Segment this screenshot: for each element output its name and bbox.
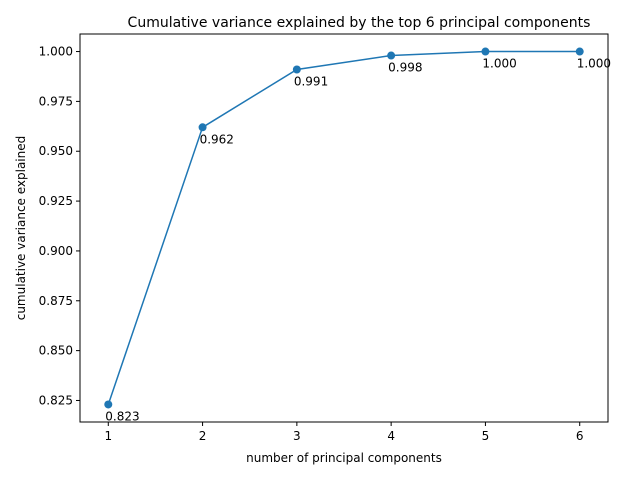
series-line: [107, 50, 580, 405]
data-label: 0.991: [294, 74, 328, 88]
y-tick-label: 1.000: [39, 45, 73, 59]
x-tick-label: 3: [293, 429, 301, 443]
y-tick-label: 0.900: [39, 244, 73, 258]
data-point: [104, 400, 113, 409]
data-label: 1.000: [577, 57, 611, 71]
data-label: 0.823: [105, 409, 139, 423]
data-label: 0.998: [388, 61, 422, 75]
y-tick-label: 0.950: [39, 144, 73, 158]
y-tick-label: 0.825: [39, 393, 73, 407]
x-tick-label: 4: [387, 429, 395, 443]
x-tick-label: 6: [576, 429, 584, 443]
data-label: 0.962: [200, 132, 234, 146]
y-tick-label: 0.975: [39, 94, 73, 108]
y-tick-label: 0.850: [39, 344, 73, 358]
x-tick-label: 2: [199, 429, 207, 443]
data-point: [198, 123, 207, 132]
y-axis-label: cumulative variance explained: [14, 136, 28, 321]
x-tick-label: 5: [482, 429, 490, 443]
y-axis: 0.825 0.850 0.875 0.900 0.925 0.950 0.975 1.000: [39, 45, 80, 407]
data-point: [575, 47, 584, 56]
x-tick-label: 1: [104, 429, 112, 443]
axes-frame: [79, 33, 609, 423]
x-axis-label: number of principal components: [246, 451, 442, 465]
x-axis: 1 2 3 4 5 6: [104, 422, 584, 443]
y-tick-label: 0.925: [39, 194, 73, 208]
data-point: [292, 65, 301, 74]
data-label: 1.000: [482, 57, 516, 71]
data-point: [481, 47, 490, 56]
y-tick-label: 0.875: [39, 294, 73, 308]
chart-title: Cumulative variance explained by the top…: [128, 15, 591, 31]
data-point: [387, 51, 396, 60]
plot-area: 0.823 0.962 0.991 0.998 1.000 1.000: [104, 47, 611, 423]
